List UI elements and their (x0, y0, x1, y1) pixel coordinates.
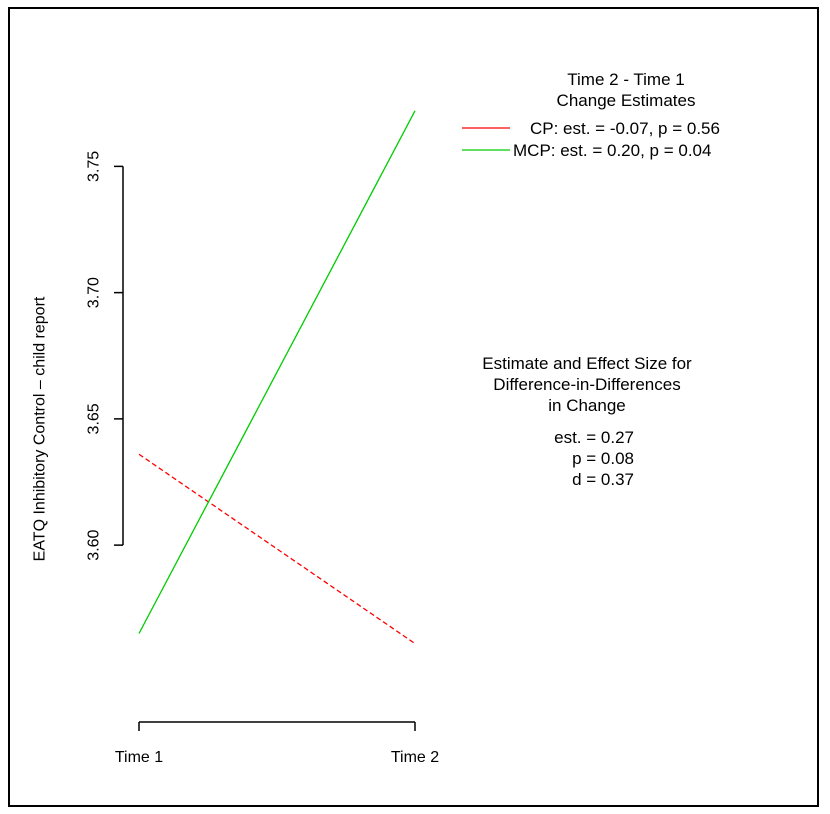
did-annotation: Estimate and Effect Size for Difference-… (482, 354, 692, 489)
annotation-line3: in Change (548, 396, 626, 415)
y-axis-ticks: 3.60 3.65 3.70 3.75 (86, 151, 123, 561)
annotation-line2: Difference-in-Differences (493, 375, 680, 394)
x-axis-ticks: Time 1 Time 2 (115, 722, 439, 766)
series-group (138, 110, 416, 645)
series-line-cp (138, 453, 416, 645)
y-tick-label: 3.70 (86, 277, 103, 308)
legend-entry-cp: CP: est. = -0.07, p = 0.56 (530, 119, 720, 138)
y-tick-label: 3.60 (86, 529, 103, 560)
annotation-line1: Estimate and Effect Size for (482, 354, 692, 373)
y-tick-label: 3.65 (86, 403, 103, 434)
series-line-mcp (138, 110, 416, 634)
legend-entry-mcp: MCP: est. = 0.20, p = 0.04 (513, 141, 711, 160)
annotation-est: est. = 0.27 (554, 428, 634, 447)
legend-title-line2: Change Estimates (557, 91, 696, 110)
y-tick-label: 3.75 (86, 151, 103, 182)
legend: Time 2 - Time 1 Change Estimates CP: est… (462, 70, 720, 160)
x-tick-label: Time 2 (391, 749, 439, 766)
legend-title-line1: Time 2 - Time 1 (567, 70, 684, 89)
x-tick-label: Time 1 (115, 749, 163, 766)
annotation-d: d = 0.37 (572, 470, 634, 489)
y-axis-label: EATQ Inhibitory Control – child report (32, 296, 49, 561)
chart-frame (8, 7, 819, 807)
annotation-p: p = 0.08 (572, 449, 634, 468)
